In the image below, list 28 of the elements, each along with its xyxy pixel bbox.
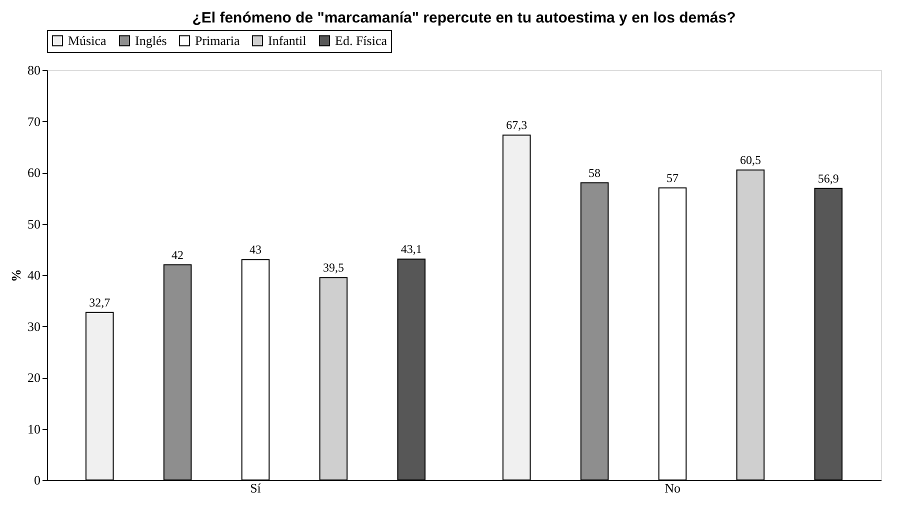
data-label: 42 [172, 248, 184, 262]
y-tick-label: 70 [28, 114, 40, 129]
data-label: 57 [666, 170, 678, 185]
y-tick-label: 10 [28, 421, 40, 436]
legend-label: Inglés [135, 32, 167, 48]
data-label: 43,1 [400, 242, 422, 256]
y-axis-title: % [8, 269, 24, 282]
data-label: 56,9 [818, 171, 839, 186]
data-label: 32,7 [89, 295, 110, 310]
chart-title: ¿El fenómeno de "marcamanía" repercute en tu autoestima y en los demás? [192, 10, 736, 26]
y-tick-label: 50 [28, 216, 40, 232]
data-label: 43 [250, 242, 262, 257]
y-tick-label: 80 [28, 62, 40, 78]
data-label: 67,3 [506, 118, 528, 132]
legend-label: Primaria [195, 32, 240, 48]
legend-label: Música [68, 32, 106, 48]
data-label: 39,5 [322, 260, 344, 275]
legend-label: Ed. Física [335, 32, 388, 48]
data-label: 58 [588, 166, 601, 180]
data-label: 60,5 [740, 152, 761, 167]
y-tick-label: 20 [28, 370, 40, 385]
y-tick-label: 40 [28, 268, 40, 282]
x-tick-label: No [664, 480, 680, 496]
legend-label: Infantil [268, 32, 307, 48]
x-tick-label: Sí [250, 480, 262, 496]
y-tick-label: 0 [34, 472, 40, 488]
y-tick-label: 30 [28, 318, 40, 334]
y-tick-label: 60 [28, 165, 40, 180]
